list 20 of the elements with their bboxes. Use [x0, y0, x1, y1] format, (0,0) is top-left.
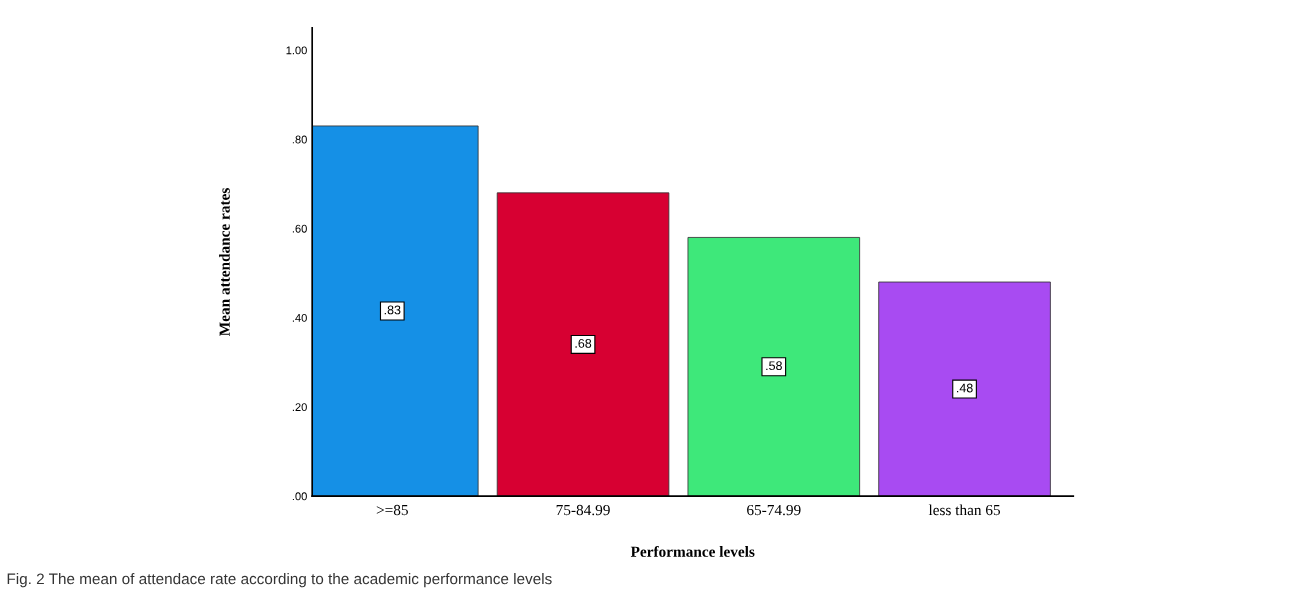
- bar: [878, 281, 1051, 497]
- x-tick-label: >=85: [376, 504, 408, 516]
- x-tick-label: less than 65: [928, 504, 1001, 516]
- data-label: .48: [957, 383, 973, 393]
- y-tick-label: .40: [292, 313, 307, 322]
- data-label: .58: [766, 361, 782, 371]
- bar: [687, 237, 861, 497]
- data-label: .83: [384, 305, 401, 315]
- y-tick-label: .60: [292, 224, 307, 233]
- x-tick-label: 75-84.99: [556, 504, 610, 516]
- x-axis-title: Performance levels: [630, 545, 755, 557]
- y-tick-label: 1.00: [286, 46, 307, 55]
- x-tick-label: 65-74.99: [747, 504, 801, 516]
- y-tick-label: .20: [292, 403, 307, 412]
- caption: Fig. 2 The mean of attendace rate according to the academic performance levels: [7, 573, 552, 588]
- bar: [496, 192, 670, 497]
- y-tick-label: .00: [292, 492, 307, 501]
- y-axis-title: Mean attendance rates: [219, 188, 230, 336]
- data-label: .68: [575, 338, 592, 348]
- y-tick-label: .80: [292, 135, 307, 144]
